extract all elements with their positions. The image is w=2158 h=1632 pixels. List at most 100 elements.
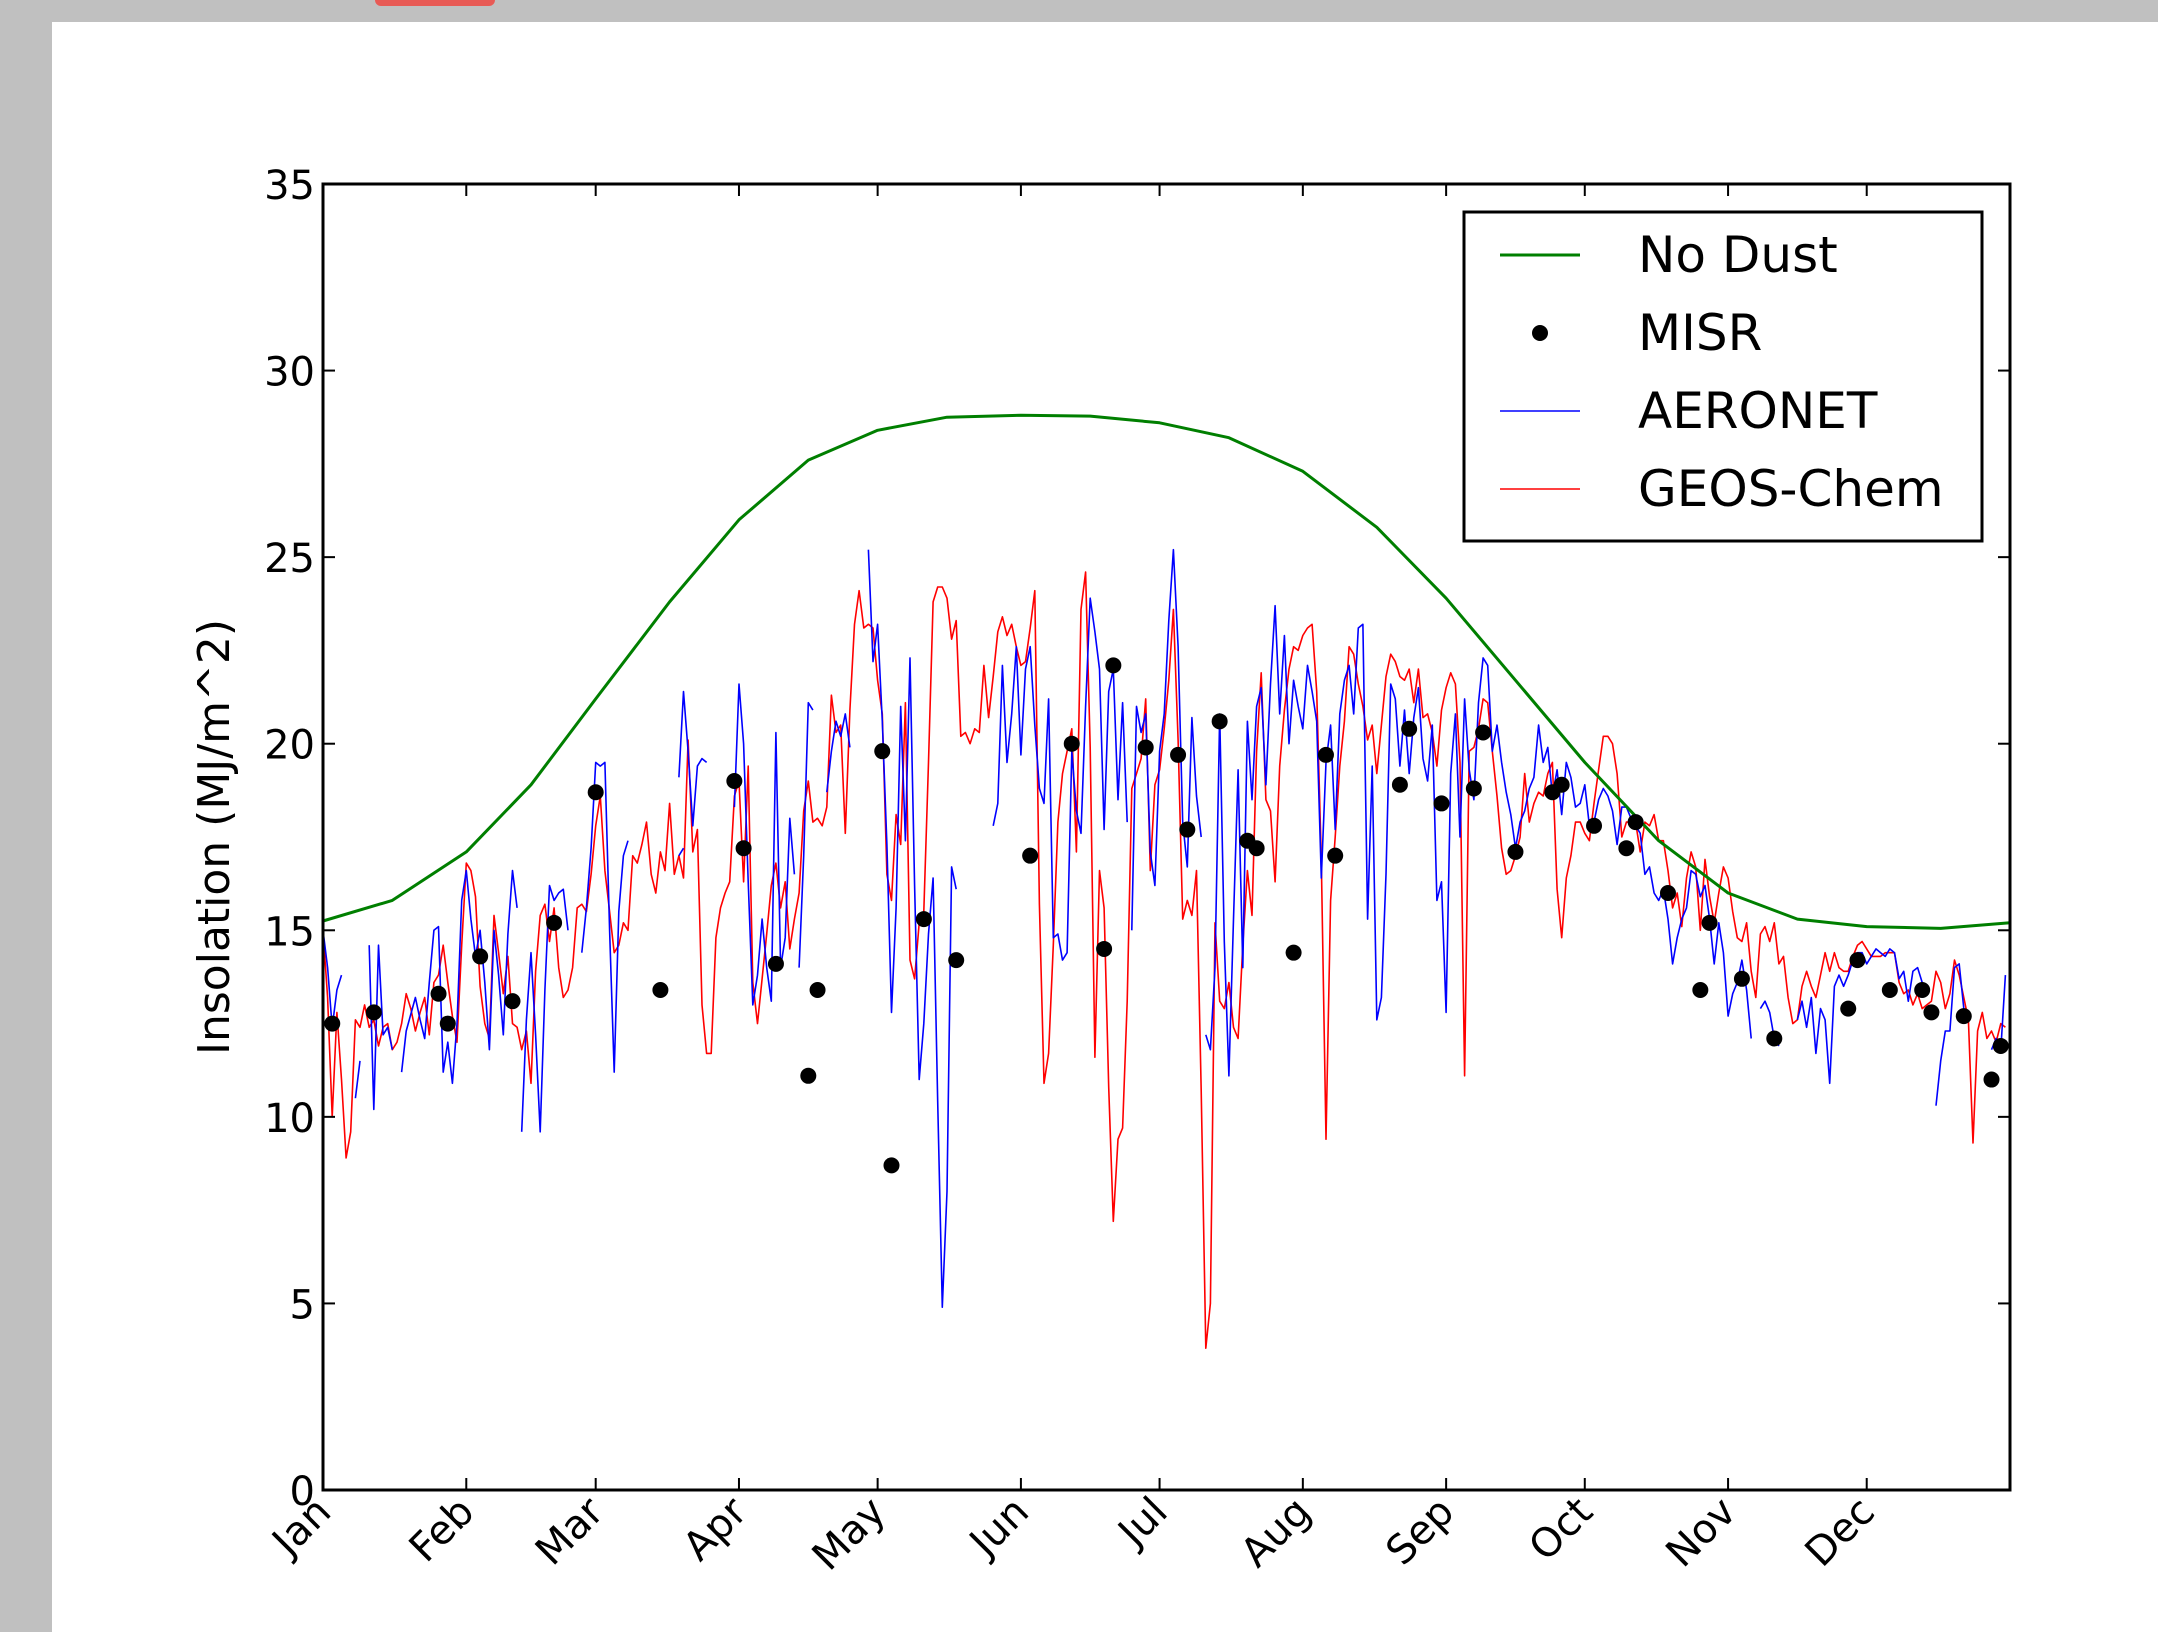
misr-point	[1881, 981, 1898, 998]
misr-point	[1475, 724, 1492, 741]
y-tick-label: 5	[290, 1282, 315, 1328]
series-aeronet	[322, 548, 2007, 1308]
misr-point	[1105, 657, 1122, 674]
legend-label: No Dust	[1638, 226, 1838, 284]
legend-item-no-dust: No Dust	[1500, 226, 1838, 284]
no-dust-line-segment	[322, 413, 2011, 930]
misr-point	[915, 911, 932, 928]
misr-point	[1391, 776, 1408, 793]
x-tick-label: May	[804, 1489, 895, 1580]
legend-item-misr: MISR	[1532, 304, 1762, 362]
legend-label: MISR	[1638, 304, 1762, 362]
misr-point	[1553, 776, 1570, 793]
misr-point	[726, 773, 743, 790]
y-axis-label: Insolation (MJ/m^2)	[189, 619, 240, 1055]
series-no-dust	[322, 413, 2011, 930]
misr-point	[1955, 1008, 1972, 1025]
misr-point	[883, 1157, 900, 1174]
misr-point	[1992, 1037, 2009, 1054]
y-tick-label: 0	[290, 1469, 315, 1515]
misr-point	[1983, 1071, 2000, 1088]
misr-point	[1507, 843, 1524, 860]
misr-point	[1137, 739, 1154, 756]
misr-point	[1659, 884, 1676, 901]
misr-point	[1022, 847, 1039, 864]
x-tick-label: Sep	[1377, 1489, 1463, 1575]
misr-point	[735, 840, 752, 857]
x-tick-label: Apr	[675, 1488, 757, 1570]
x-tick-label: Jan	[262, 1489, 340, 1567]
x-tick-label: Mar	[527, 1488, 613, 1574]
aeronet-line-segment	[992, 597, 1128, 961]
misr-point	[365, 1004, 382, 1021]
y-tick-label: 15	[264, 909, 315, 955]
misr-point	[1618, 840, 1635, 857]
misr-point	[324, 1015, 341, 1032]
misr-point	[1433, 795, 1450, 812]
misr-point	[1096, 940, 1113, 957]
aeronet-line-segment	[1935, 963, 1965, 1106]
misr-point	[1063, 735, 1080, 752]
y-tick-label: 20	[264, 723, 315, 769]
aeronet-line-segment	[1796, 948, 1923, 1085]
aeronet-line-segment	[867, 549, 957, 1308]
misr-point	[1840, 1000, 1857, 1017]
series-geos-chem	[322, 571, 2006, 1349]
misr-point	[800, 1067, 817, 1084]
x-tick-label: Feb	[401, 1489, 484, 1572]
legend-item-aeronet: AERONET	[1500, 382, 1878, 440]
misr-point	[472, 948, 489, 965]
misr-point	[1914, 981, 1931, 998]
aeronet-line-segment	[1205, 604, 1752, 1077]
misr-point	[1248, 840, 1265, 857]
misr-point	[1701, 914, 1718, 931]
misr-point	[1211, 713, 1228, 730]
misr-point	[504, 993, 521, 1010]
aeronet-line-segment	[678, 847, 685, 857]
plot-frame	[321, 182, 2012, 1492]
misr-point	[430, 985, 447, 1002]
misr-point	[1586, 817, 1603, 834]
series-misr	[324, 657, 2009, 1174]
x-tick-label: Dec	[1797, 1489, 1884, 1576]
window-tab-accent	[375, 0, 495, 6]
y-tick-label: 35	[264, 163, 315, 209]
misr-point	[1849, 952, 1866, 969]
legend-label: AERONET	[1638, 382, 1878, 440]
misr-point	[1766, 1030, 1783, 1047]
misr-point	[1923, 1004, 1940, 1021]
legend-box	[1462, 210, 1984, 543]
misr-point	[948, 952, 965, 969]
legend-marker	[1532, 325, 1548, 341]
aeronet-line-segment	[400, 869, 518, 1085]
misr-point	[1170, 746, 1187, 763]
aeronet-line-segment	[520, 884, 569, 1133]
misr-point	[1327, 847, 1344, 864]
x-tick-label: Nov	[1657, 1489, 1745, 1577]
aeronet-line-segment	[826, 713, 851, 793]
misr-point	[1627, 814, 1644, 831]
aeronet-line-segment	[581, 761, 629, 1073]
y-tick-label: 30	[264, 350, 315, 396]
misr-point	[1692, 981, 1709, 998]
misr-point	[652, 981, 669, 998]
aeronet-line-segment	[368, 944, 394, 1111]
misr-point	[1733, 970, 1750, 987]
aeronet-line-segment	[733, 683, 796, 1006]
misr-point	[1285, 944, 1302, 961]
misr-point	[874, 743, 891, 760]
geos-chem-line-segment	[322, 571, 2006, 1349]
misr-point	[439, 1015, 456, 1032]
legend-label: GEOS-Chem	[1638, 460, 1944, 518]
legend: No Dust MISR AERONET GEOS-Chem	[1462, 210, 1984, 543]
misr-point	[1401, 720, 1418, 737]
x-tick-label: Jul	[1108, 1489, 1177, 1558]
misr-point	[767, 955, 784, 972]
legend-item-geos-chem: GEOS-Chem	[1500, 460, 1944, 518]
aeronet-line-segment	[354, 1060, 361, 1099]
y-tick-label: 10	[264, 1096, 315, 1142]
aeronet-line-segment	[1131, 548, 1202, 931]
misr-point	[1465, 780, 1482, 797]
y-tick-label: 25	[264, 536, 315, 582]
